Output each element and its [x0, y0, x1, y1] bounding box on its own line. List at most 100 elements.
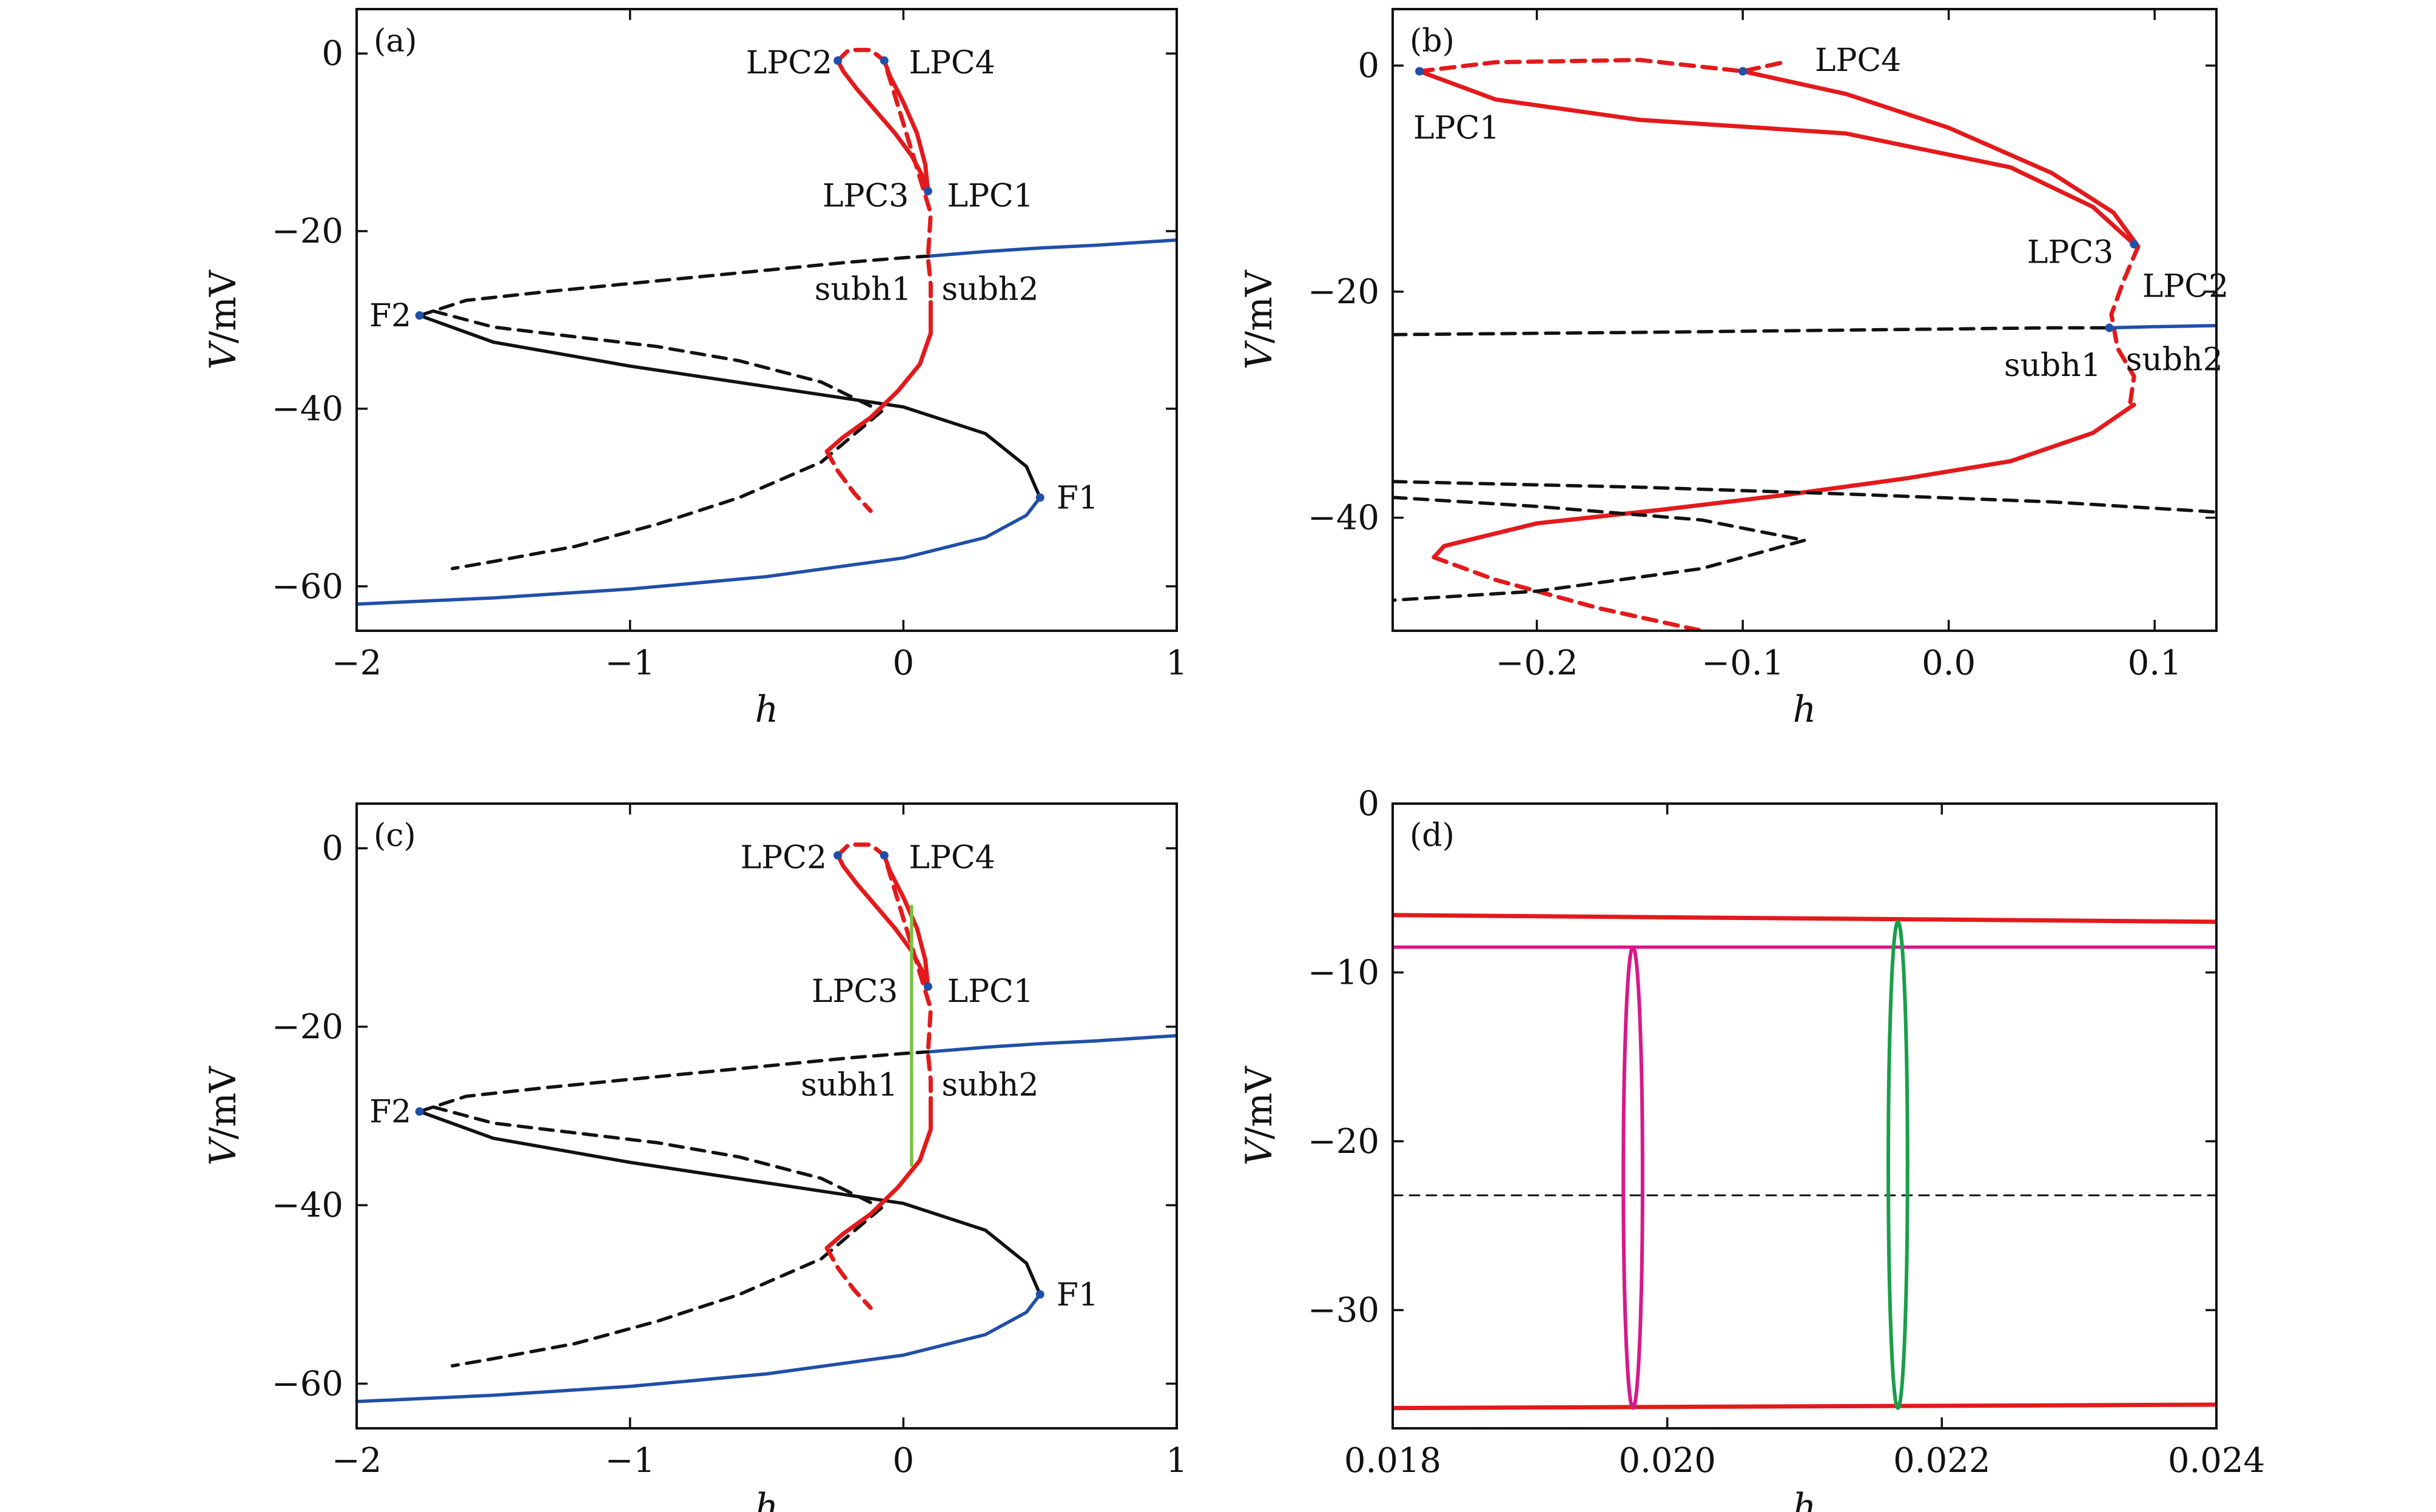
y-tick-label: −40 — [1308, 499, 1379, 538]
annotation-subh1: subh1 — [801, 1067, 898, 1104]
series-equilibrium-unstable-middle — [417, 1109, 1042, 1297]
y-tick-label: −30 — [1308, 1291, 1379, 1330]
annotation-lpc2: LPC2 — [746, 45, 832, 81]
series-stable-limit-cycle-max — [1393, 913, 2216, 924]
x-tick-label: 0.0 — [1922, 643, 1976, 683]
special-point — [2130, 240, 2139, 249]
x-axis-label: h — [755, 688, 779, 731]
series-unstable-limit-cycle-lower — [824, 1246, 873, 1310]
x-tick-label: −2 — [332, 643, 382, 683]
series-unstable-limit-cycle-mid — [2109, 244, 2141, 407]
x-tick-label: 0.018 — [1344, 1441, 1441, 1480]
x-axis-label: h — [755, 1486, 779, 1512]
x-axis-label: h — [1793, 688, 1817, 731]
series-equilibrium-unstable-middle — [417, 314, 1042, 500]
x-tick-label: 0 — [893, 643, 915, 683]
annotation-lpc1: LPC1 — [947, 178, 1033, 215]
y-axis-label: V/mV — [202, 269, 244, 369]
y-tick-label: −60 — [272, 1364, 343, 1403]
y-tick-label: 0 — [321, 34, 343, 73]
x-tick-label: 0.022 — [1893, 1441, 1990, 1480]
y-tick-label: −10 — [1308, 953, 1379, 992]
special-point — [1035, 493, 1045, 502]
series-equilibrium-stable-upper — [929, 238, 1177, 258]
plot-area-c — [357, 842, 1177, 1403]
series-unstable-orbit-max — [431, 1105, 884, 1210]
annotation-f1: F1 — [1057, 1277, 1099, 1313]
series-unstable-limit-cycle-top — [1417, 58, 1786, 73]
y-tick-label: 0 — [1358, 46, 1379, 86]
annotation-lpc3: LPC3 — [823, 178, 909, 215]
annotation-subh2: subh2 — [2126, 342, 2223, 378]
series-unstable-orbit-min — [450, 409, 884, 571]
special-point — [415, 311, 424, 320]
annotation-subh1: subh1 — [815, 271, 912, 307]
annotation-lpc1: LPC1 — [947, 973, 1033, 1010]
series-equilibrium-stable-upper — [929, 1033, 1177, 1053]
series-unstable-orbit-min — [450, 1206, 884, 1368]
special-point — [880, 56, 889, 65]
axes-frame-d — [1391, 802, 2218, 1430]
panel-a: −2 −1 0 1 0 −20 −40 −60 h V/mV (a) LPC2 LPC4 LPC3 LPC1… — [202, 8, 1188, 731]
y-tick-label: −20 — [272, 1007, 343, 1047]
x-tick-label: 0 — [893, 1441, 915, 1480]
axes-frame-a — [355, 8, 1178, 632]
series-orbit-green — [1886, 919, 1909, 1410]
special-point — [1035, 1290, 1045, 1299]
series-stable-limit-cycle-max — [835, 58, 930, 193]
special-point — [415, 1107, 424, 1116]
special-point — [2105, 323, 2114, 332]
annotation-subh2: subh2 — [941, 271, 1038, 307]
axes-frame-b — [1391, 8, 2218, 632]
series-unstable-limit-cycle-bottom — [1432, 555, 1704, 631]
y-tick-label: −20 — [1308, 1122, 1379, 1161]
annotation-f2: F2 — [369, 298, 411, 334]
special-point — [923, 982, 932, 991]
panel-label: (d) — [1410, 818, 1455, 854]
series-equilibrium-unstable-middle — [1393, 480, 2216, 514]
x-tick-label: −0.1 — [1701, 643, 1784, 683]
series-unstable-orbit-branch — [1393, 496, 1806, 602]
series-stable-limit-cycle-min — [1393, 1402, 2216, 1411]
annotation-lpc2: LPC2 — [741, 839, 827, 876]
annotation-lpc3: LPC3 — [812, 973, 898, 1010]
annotation-subh2: subh2 — [941, 1067, 1038, 1104]
x-tick-label: −1 — [605, 1441, 655, 1480]
plot-area-a — [357, 47, 1177, 606]
series-stable-limit-cycle-lower — [824, 300, 933, 454]
series-stable-limit-cycle-max — [835, 853, 930, 989]
plot-area-b — [1393, 58, 2216, 631]
series-stable-limit-cycle-lower — [824, 1096, 933, 1251]
y-tick-label: 0 — [321, 829, 343, 869]
x-tick-label: 0.020 — [1619, 1441, 1716, 1480]
panel-label: (b) — [1410, 23, 1455, 59]
series-equilibrium-unstable-upper — [417, 254, 933, 317]
series-stable-limit-cycle-upper — [1417, 69, 2136, 247]
series-stable-limit-cycle-lower — [1432, 402, 2136, 560]
series-stable-limit-cycle-upper-2 — [1740, 69, 2141, 249]
series-unstable-limit-cycle — [835, 47, 933, 304]
special-point — [833, 851, 843, 860]
special-point — [1738, 67, 1748, 76]
series-unstable-orbit-max — [431, 309, 884, 414]
y-tick-label: −40 — [272, 1186, 343, 1225]
y-axis-label: V/mV — [1238, 1065, 1280, 1165]
series-unstable-limit-cycle — [835, 842, 933, 1101]
plot-area-d — [1393, 913, 2216, 1411]
annotation-f1: F1 — [1057, 480, 1099, 516]
annotation-lpc4: LPC4 — [909, 839, 995, 876]
y-axis-label: V/mV — [1238, 269, 1280, 369]
y-tick-label: −20 — [272, 212, 343, 251]
x-tick-label: 0.1 — [2128, 643, 2182, 683]
special-point — [880, 851, 889, 860]
x-tick-label: 0.024 — [2168, 1441, 2265, 1480]
special-point — [1415, 67, 1424, 76]
annotation-lpc4: LPC4 — [1815, 42, 1901, 79]
annotation-lpc2: LPC2 — [2142, 269, 2229, 305]
x-tick-label: −2 — [332, 1441, 382, 1480]
axes-frame-c — [355, 802, 1178, 1430]
panel-b: −0.2 −0.1 0.0 0.1 0 −20 −40 h V/mV (b) LPC4 LPC1 LPC… — [1238, 8, 2229, 731]
x-tick-label: −0.2 — [1496, 643, 1578, 683]
x-tick-label: 1 — [1166, 643, 1188, 683]
